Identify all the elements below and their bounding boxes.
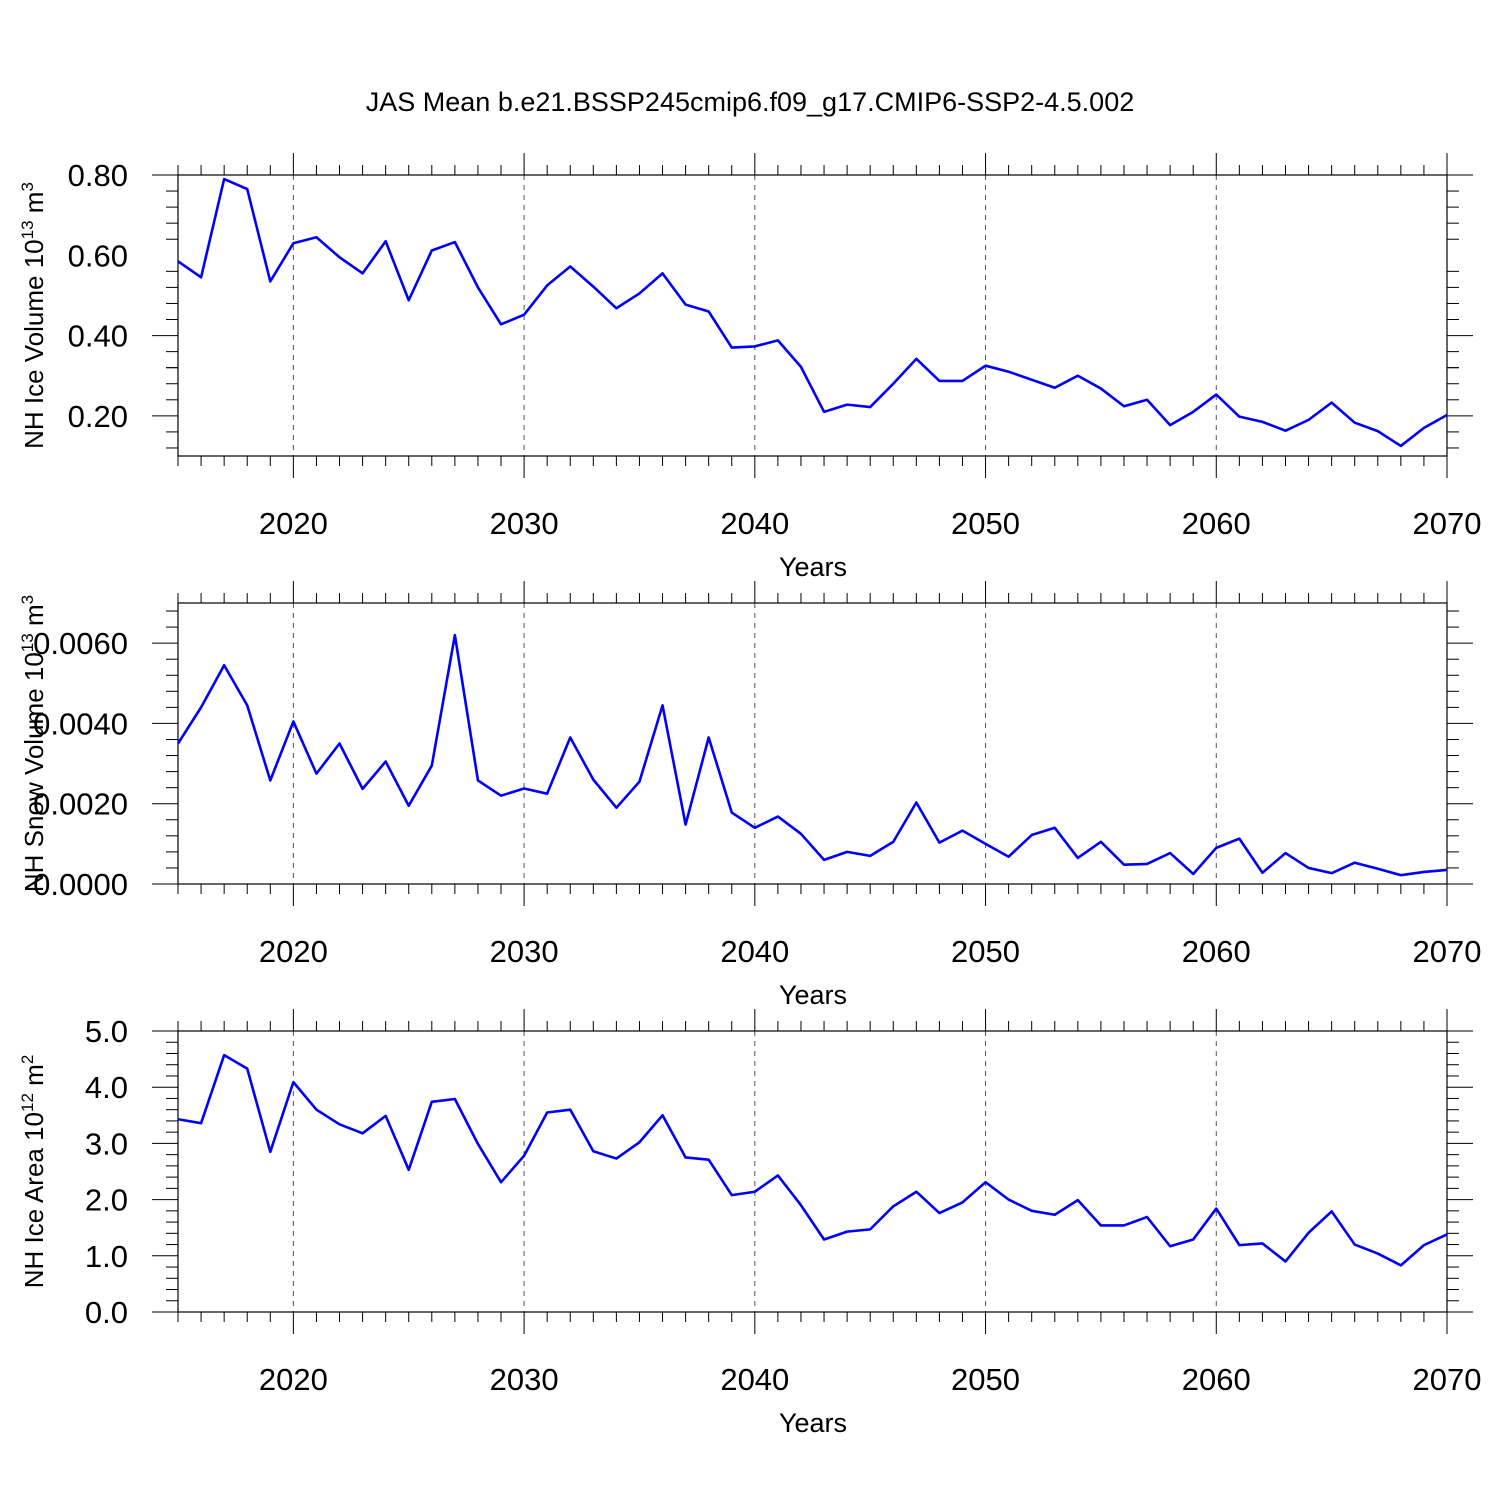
x-axis-label: Years — [779, 980, 847, 1010]
x-tick-label: 2020 — [259, 1362, 328, 1397]
series-line-1 — [178, 177, 1447, 448]
plot-frame — [177, 602, 1448, 885]
x-tick-label: 2050 — [951, 1362, 1020, 1397]
series-line-1 — [178, 1053, 1447, 1267]
y-axis-label: NH Snow Volume 1013 m3 — [18, 595, 49, 892]
y-tick-label: 2.0 — [85, 1183, 128, 1218]
x-tick-label: 2030 — [490, 1362, 559, 1397]
y-axis-label: NH Ice Area 1012 m2 — [18, 1055, 49, 1289]
x-tick-label: 2020 — [259, 506, 328, 541]
series-line-1 — [178, 633, 1447, 877]
y-axis-label-part: 3 — [18, 595, 37, 604]
plot-frame — [177, 174, 1448, 457]
y-tick-label: 0.0040 — [33, 706, 128, 741]
y-tick-label: 0.0000 — [33, 867, 128, 902]
x-tick-label: 2030 — [490, 934, 559, 969]
x-tick-label: 2050 — [951, 934, 1020, 969]
x-tick-label: 2060 — [1182, 506, 1251, 541]
y-axis-label-part: NH Ice Volume 10 — [19, 239, 49, 449]
y-axis-label-part: 12 — [18, 1093, 37, 1112]
plot-frame — [177, 1030, 1448, 1313]
chart-panels: 0.20 0.40 0.60 0.80 2020 2030 2040 2050 2060 2070… — [18, 153, 1481, 1438]
y-axis-label-part: NH Snow Volume 10 — [19, 652, 49, 892]
x-tick-label: 2070 — [1413, 506, 1482, 541]
x-tick-label: 2050 — [951, 506, 1020, 541]
y-axis-label-part: m — [19, 192, 49, 221]
y-axis-label-part: m — [19, 604, 49, 633]
y-tick-label: 0.20 — [68, 399, 128, 434]
y-tick-label: 0.0 — [85, 1295, 128, 1330]
y-tick-label: 4.0 — [85, 1070, 128, 1105]
x-tick-label: 2030 — [490, 506, 559, 541]
y-axis-label-part: 13 — [18, 220, 37, 239]
y-axis-label-part: NH Ice Area 10 — [19, 1112, 49, 1288]
x-tick-label: 2070 — [1413, 1362, 1482, 1397]
x-axis-label: Years — [779, 1408, 847, 1438]
x-axis-label: Years — [779, 552, 847, 582]
y-axis-label-part: 2 — [18, 1055, 37, 1064]
x-tick-label: 2020 — [259, 934, 328, 969]
x-tick-label: 2040 — [720, 506, 789, 541]
y-tick-label: 0.40 — [68, 319, 128, 354]
x-tick-label: 2040 — [720, 1362, 789, 1397]
figure-title: JAS Mean b.e21.BSSP245cmip6.f09_g17.CMIP… — [366, 87, 1134, 117]
y-tick-label: 0.60 — [68, 238, 128, 273]
y-axis-label-part: m — [19, 1064, 49, 1093]
y-tick-label: 3.0 — [85, 1126, 128, 1161]
y-tick-label: 0.80 — [68, 158, 128, 193]
panel-2: 0.0000 0.0020 0.0040 0.0060 2020 2030 2040 2050… — [18, 581, 1481, 1010]
panel-3: 0.0 1.0 2.0 3.0 4.0 5.0 2020 2030 2040 2050 2060 20… — [18, 1009, 1481, 1438]
x-tick-label: 2040 — [720, 934, 789, 969]
y-axis-label-part: 13 — [18, 633, 37, 652]
y-axis-label: NH Ice Volume 1013 m3 — [18, 182, 49, 449]
x-tick-label: 2060 — [1182, 934, 1251, 969]
y-tick-label: 0.0060 — [33, 626, 128, 661]
panel-1: 0.20 0.40 0.60 0.80 2020 2030 2040 2050 2060 2070… — [18, 153, 1481, 582]
y-tick-label: 0.0020 — [33, 787, 128, 822]
x-tick-label: 2060 — [1182, 1362, 1251, 1397]
x-tick-label: 2070 — [1413, 934, 1482, 969]
y-tick-label: 5.0 — [85, 1014, 128, 1049]
y-axis-label-part: 3 — [18, 182, 37, 191]
y-tick-label: 1.0 — [85, 1239, 128, 1274]
